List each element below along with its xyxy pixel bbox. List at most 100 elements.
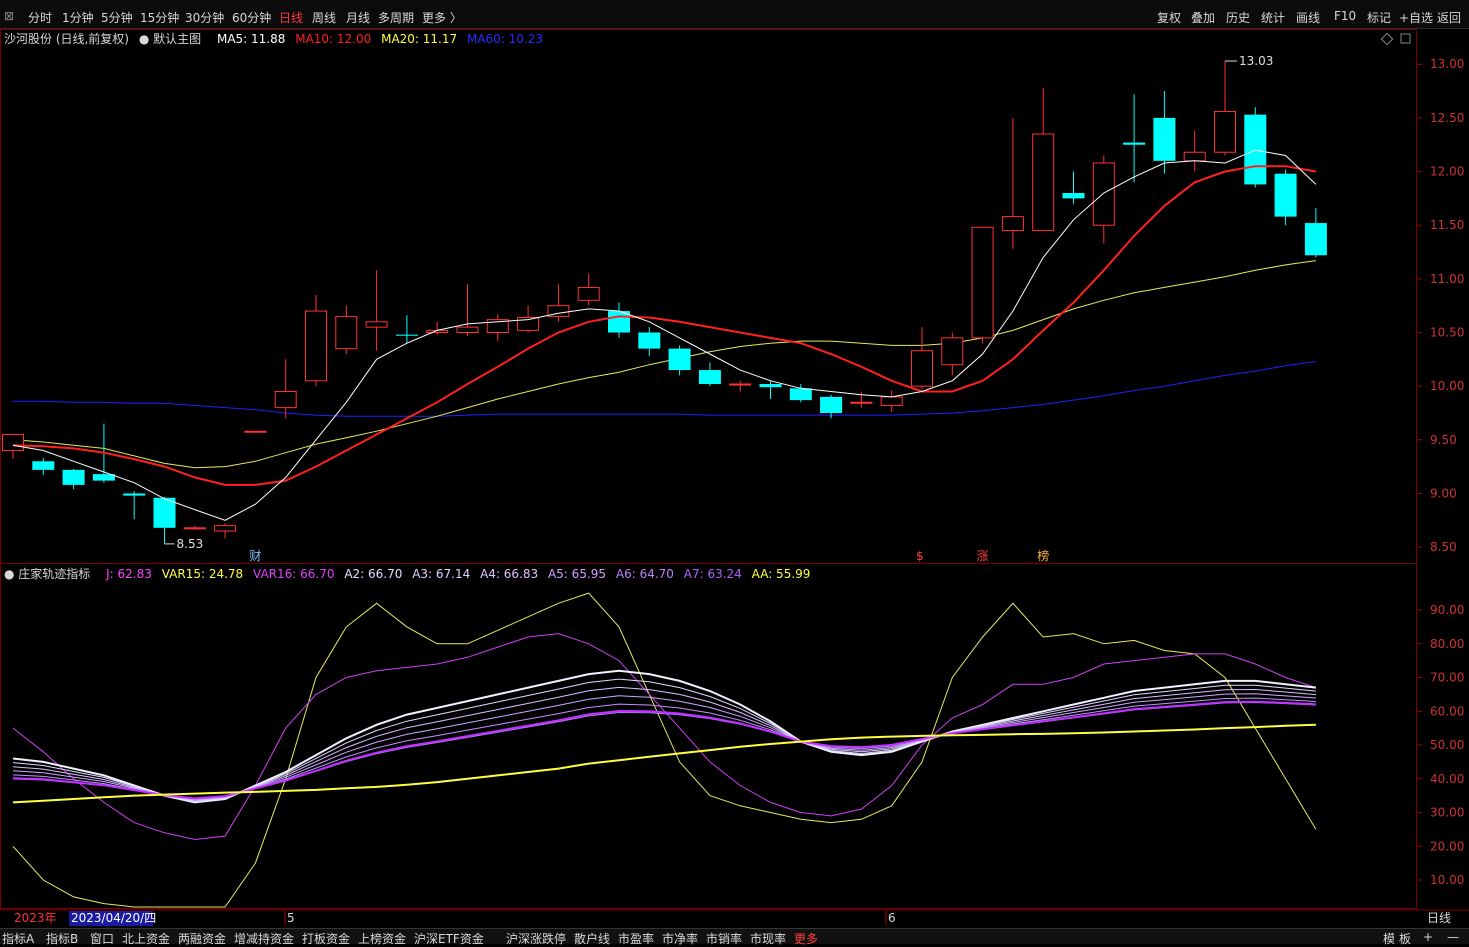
candle-body[interactable]	[941, 337, 964, 366]
chart-area[interactable]: 13.00 12.50 12.00 11.50 11.00 10.50 10.00 9.50 9…	[0, 29, 1469, 928]
candle-body[interactable]	[789, 388, 812, 401]
bottom-tab[interactable]: 增减持资金	[234, 932, 295, 946]
window-icon[interactable]	[1400, 33, 1411, 44]
candle-body[interactable]	[1244, 114, 1267, 185]
menu-icon[interactable]: ⊠	[4, 9, 15, 23]
candle-body[interactable]	[335, 315, 358, 350]
candle-body[interactable]	[274, 391, 297, 409]
diamond-icon[interactable]	[1380, 32, 1394, 46]
candle-body[interactable]	[1062, 193, 1085, 199]
candle-body[interactable]	[1092, 162, 1115, 226]
bottom-tab[interactable]: 沪深涨跌停	[506, 932, 567, 946]
event-marker[interactable]: 涨	[977, 548, 989, 563]
candle-body[interactable]	[517, 316, 540, 331]
candle-body[interactable]	[1214, 110, 1236, 153]
toolbar-item[interactable]: 周线	[312, 11, 337, 25]
candle-body[interactable]	[123, 493, 146, 496]
candle-body[interactable]	[911, 350, 933, 387]
stock-title[interactable]: 沙河股份 (日线,前复权)	[4, 32, 129, 46]
toolbar-right-item[interactable]: 历史	[1226, 11, 1251, 25]
indicator-name[interactable]: ● 庄家轨迹指标	[4, 567, 91, 581]
bottom-tab[interactable]: 市盈率	[618, 932, 655, 946]
date-cursor-label: 2023/04/20/四	[71, 911, 156, 925]
candle-body[interactable]	[1304, 223, 1327, 256]
toolbar-item[interactable]: 5分钟	[101, 11, 133, 25]
toolbar-right-item[interactable]: 复权	[1157, 11, 1182, 25]
candle-body[interactable]	[244, 430, 267, 433]
toolbar-right-item[interactable]: 返回	[1437, 11, 1462, 25]
candle-body[interactable]	[729, 383, 752, 386]
candle-body[interactable]	[365, 321, 388, 328]
bottom-right-control[interactable]: —	[1447, 930, 1459, 944]
candle-body[interactable]	[1123, 142, 1146, 145]
candle-body[interactable]	[395, 334, 418, 336]
candle-body[interactable]	[698, 370, 721, 385]
bottom-tab[interactable]: 沪深ETF资金	[414, 932, 484, 946]
candle-body[interactable]	[456, 326, 479, 334]
candle-body[interactable]	[1153, 117, 1176, 161]
bottom-tab[interactable]: 散户线	[574, 932, 611, 946]
toolbar-item[interactable]: 多周期	[378, 11, 415, 25]
toolbar-item[interactable]: 60分钟	[232, 11, 272, 25]
toolbar-item[interactable]: 月线	[346, 11, 371, 25]
a-band-line-2	[12, 669, 1317, 804]
bottom-tab[interactable]: 上榜资金	[358, 932, 407, 946]
candle-body[interactable]	[153, 497, 176, 528]
var15-value: VAR15: 24.78	[161, 567, 244, 581]
bottom-tab-bar: 指标A 指标B 窗口 北上资金 两融资金 增减持资金 打板资金 上榜资金 沪深ETF资金 沪深涨跌…	[0, 928, 1469, 946]
template-selector[interactable]: ● 默认主图	[138, 32, 202, 46]
candle-body[interactable]	[971, 226, 994, 339]
candle-body[interactable]	[1274, 173, 1297, 217]
toolbar-right-item[interactable]: +自选	[1399, 11, 1434, 25]
bottom-tab[interactable]: 市现率	[750, 932, 787, 946]
bottom-tab[interactable]: 市销率	[706, 932, 743, 946]
toolbar-right-item[interactable]: 画线	[1296, 11, 1321, 25]
event-marker[interactable]: 榜	[1037, 548, 1049, 563]
toolbar-right-item[interactable]: 叠加	[1191, 11, 1216, 25]
toolbar-right-item[interactable]: 统计	[1261, 11, 1286, 25]
candle-body[interactable]	[183, 527, 206, 530]
candle-body[interactable]	[1032, 133, 1055, 232]
toolbar-item[interactable]: 15分钟	[140, 11, 180, 25]
toolbar-item[interactable]: 30分钟	[185, 11, 225, 25]
bottom-tab[interactable]: 窗口	[90, 932, 115, 946]
bottom-tab[interactable]: 打板资金	[302, 932, 351, 946]
candle-body[interactable]	[880, 396, 903, 406]
candle-body[interactable]	[1001, 216, 1024, 232]
candle-body[interactable]	[547, 305, 570, 317]
event-marker[interactable]: $	[916, 549, 924, 563]
candle-body[interactable]	[577, 286, 600, 301]
candle-body[interactable]	[759, 384, 782, 388]
bottom-tab[interactable]: 指标B	[46, 932, 79, 946]
bottom-right-control[interactable]: +	[1423, 930, 1434, 944]
candle-body[interactable]	[92, 474, 115, 481]
bottom-tab[interactable]: 两融资金	[178, 932, 227, 946]
a4-value: A4: 66.83	[480, 567, 539, 581]
toolbar-item[interactable]: 1分钟	[62, 11, 94, 25]
candle-body[interactable]	[820, 396, 843, 413]
period-label[interactable]: 日线	[1427, 911, 1451, 925]
event-marker[interactable]: 财	[249, 549, 261, 563]
toolbar-item[interactable]: 分时	[28, 11, 53, 25]
toolbar-right-item[interactable]: 标记	[1367, 11, 1392, 25]
candle-body[interactable]	[486, 319, 509, 334]
bottom-right-control[interactable]: 模	[1383, 932, 1396, 946]
candle-body[interactable]	[638, 332, 661, 349]
toolbar-item[interactable]: 更多 〉	[422, 11, 462, 25]
bottom-right-control[interactable]: 板	[1399, 932, 1412, 946]
toolbar-right-item[interactable]: F10	[1334, 9, 1357, 23]
bottom-tab[interactable]: 更多	[794, 932, 819, 946]
candle-body[interactable]	[2, 433, 24, 452]
candle-body[interactable]	[1183, 151, 1206, 162]
candle-body[interactable]	[214, 525, 237, 532]
price-axis-label: 11.00	[1430, 272, 1464, 286]
toolbar-item[interactable]: 日线	[279, 11, 304, 25]
candle-body[interactable]	[62, 469, 85, 485]
bottom-tab[interactable]: 北上资金	[122, 932, 171, 946]
candle-body[interactable]	[668, 348, 691, 371]
candle-body[interactable]	[850, 401, 873, 404]
bottom-tab[interactable]: 市净率	[662, 932, 699, 946]
bottom-tab[interactable]: 指标A	[2, 932, 35, 946]
candle-body[interactable]	[32, 461, 55, 470]
candle-body[interactable]	[305, 310, 327, 382]
